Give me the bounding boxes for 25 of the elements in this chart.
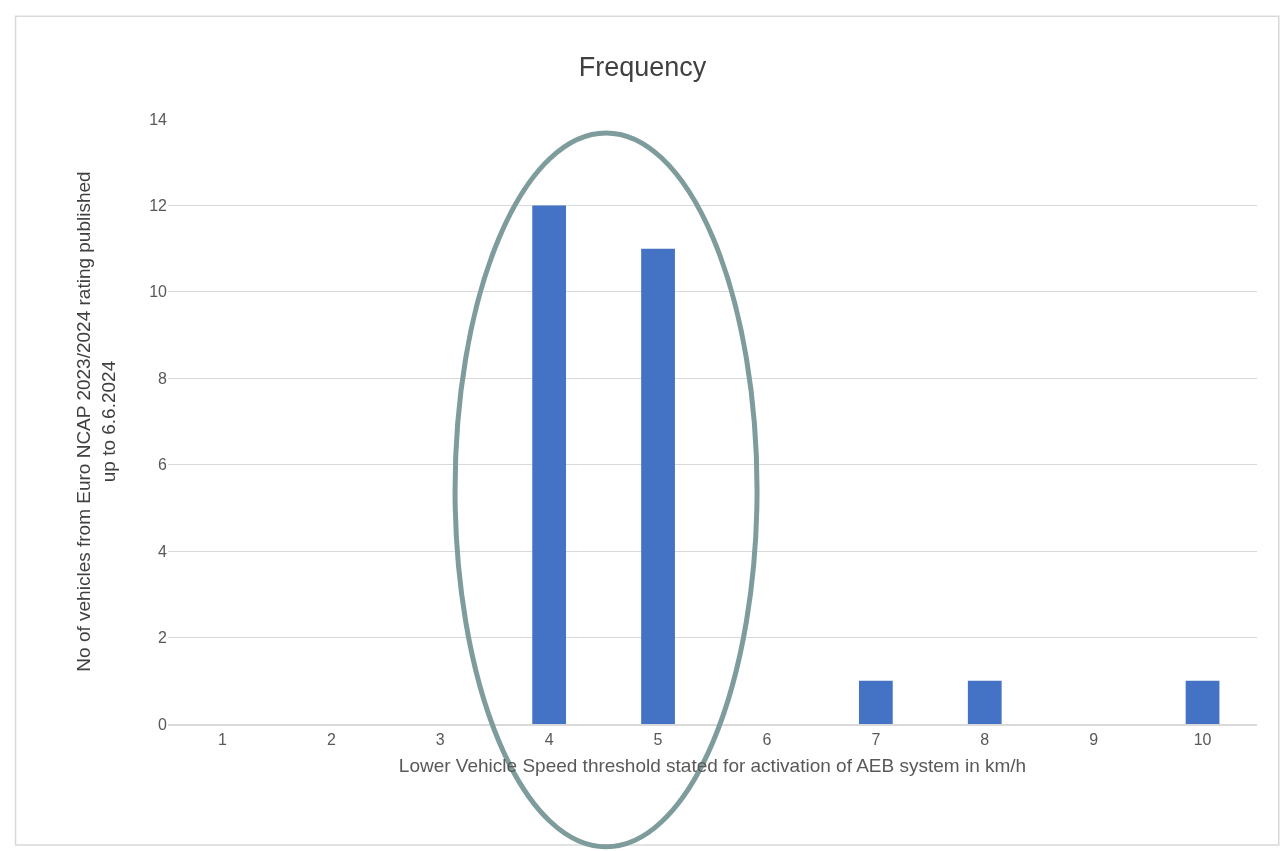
y-tick-label: 0 (158, 715, 168, 733)
x-tick-label: 9 (1089, 730, 1099, 748)
x-tick-label: 2 (326, 730, 336, 748)
y-tick-label: 6 (158, 456, 168, 474)
bar (858, 680, 893, 724)
x-tick-label: 5 (653, 730, 663, 748)
x-tick-label: 6 (762, 730, 772, 748)
bar (1185, 680, 1220, 724)
y-tick-label: 8 (158, 369, 168, 387)
y-tick-label: 14 (149, 110, 168, 128)
y-tick-label: 4 (158, 542, 168, 560)
x-tick-label: 10 (1193, 730, 1212, 748)
x-tick-label: 1 (218, 730, 227, 748)
y-tick-label: 2 (158, 629, 168, 647)
bar (641, 248, 675, 724)
bar (967, 680, 1002, 724)
x-tick-label: 3 (435, 730, 445, 748)
x-tick-label: 7 (871, 730, 881, 748)
bar (532, 205, 567, 724)
x-tick-label: 4 (544, 730, 554, 748)
y-tick-label: 12 (149, 197, 168, 215)
x-tick-label: 8 (980, 730, 990, 748)
chart-title: Frequency (578, 52, 707, 83)
y-tick-label: 10 (149, 283, 168, 301)
y-axis-title: No of vehicles from Euro NCAP 2023/2024 rating published up to 6.6.2024 (73, 171, 120, 672)
